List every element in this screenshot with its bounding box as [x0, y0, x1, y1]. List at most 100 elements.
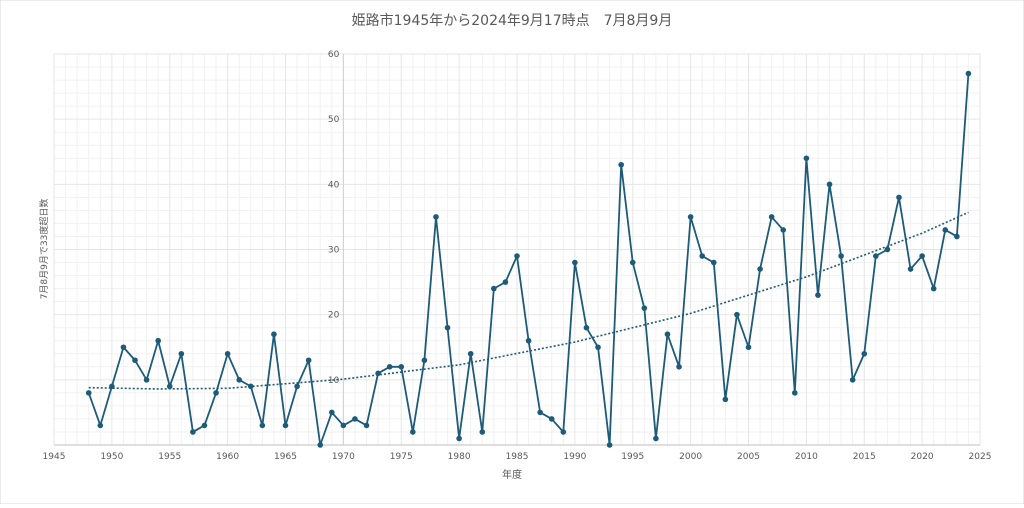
data-point [595, 344, 601, 351]
data-point [271, 331, 277, 338]
data-point [224, 350, 231, 357]
data-point [421, 357, 428, 364]
x-tick-label: 2005 [737, 452, 760, 462]
x-tick-label: 1995 [621, 452, 644, 462]
data-point [664, 331, 671, 338]
data-point [780, 227, 787, 233]
data-point [213, 390, 219, 396]
data-point [803, 155, 810, 162]
y-tick-label: 30 [328, 246, 340, 256]
data-point [583, 324, 590, 331]
data-point [201, 422, 208, 429]
x-tick-label: 2025 [969, 452, 992, 462]
y-tick-label: 40 [328, 180, 340, 190]
x-axis-label: 年度 [502, 468, 522, 481]
y-tick-label: 60 [328, 50, 340, 60]
data-point [491, 285, 497, 292]
data-point [745, 344, 752, 351]
data-point [792, 390, 798, 396]
data-point [317, 442, 324, 448]
data-point [132, 357, 138, 364]
x-tick-label: 1975 [390, 452, 413, 462]
data-point [85, 390, 92, 396]
data-point [768, 214, 775, 220]
data-point [259, 422, 266, 429]
data-point [560, 429, 567, 435]
data-point [815, 292, 821, 298]
data-point [398, 364, 405, 370]
data-point [722, 396, 729, 403]
x-tick-label: 2020 [911, 452, 934, 462]
data-point [699, 253, 705, 259]
data-point [166, 383, 173, 390]
data-point [155, 337, 161, 344]
data-point [676, 364, 682, 370]
trendline-layer [88, 211, 969, 390]
x-tick-label: 1965 [274, 452, 297, 462]
data-point [930, 285, 937, 292]
data-point [629, 259, 636, 266]
data-point [282, 422, 289, 429]
data-point [826, 181, 833, 188]
data-point [849, 377, 856, 383]
data-point [954, 233, 960, 240]
x-tick-label: 1980 [448, 452, 471, 462]
data-point [965, 70, 972, 77]
data-point [873, 253, 879, 259]
data-point [143, 377, 150, 383]
data-point [919, 253, 925, 259]
y-tick-label: 10 [328, 376, 340, 386]
data-point [896, 194, 902, 201]
data-point [537, 409, 543, 416]
data-point [942, 227, 949, 233]
data-point [502, 279, 509, 285]
data-point [444, 324, 451, 331]
x-tick-label: 1970 [332, 452, 355, 462]
data-point [410, 429, 416, 435]
data-point [548, 416, 555, 422]
x-tick-label: 2015 [853, 452, 876, 462]
data-point [525, 337, 532, 344]
data-point [606, 442, 613, 448]
data-point [329, 409, 335, 416]
data-point [884, 246, 891, 253]
data-point [907, 266, 914, 272]
data-point [247, 383, 254, 390]
data-point [340, 422, 347, 429]
chart-title: 姫路市1945年から2024年9月17時点 7月8月9月 [352, 12, 673, 29]
data-point [433, 214, 439, 220]
data-point [653, 435, 659, 442]
x-tick-label: 1950 [100, 452, 123, 462]
x-tick-label: 2000 [679, 452, 702, 462]
y-axis-label: 7月8月9月で33度超日数 [38, 199, 50, 300]
data-point [687, 214, 694, 220]
x-tick-label: 1985 [506, 452, 529, 462]
axis-layer: 1945 1950 1955 1960 1965 1970 1975 1980 1985 1990… [43, 50, 992, 462]
x-tick-label: 1960 [216, 452, 239, 462]
data-point [572, 259, 578, 266]
x-tick-label: 2010 [795, 452, 818, 462]
y-tick-label: 50 [328, 115, 340, 125]
data-point [352, 416, 358, 422]
data-point [467, 350, 474, 357]
grid-layer [53, 53, 981, 445]
x-tick-label: 1990 [563, 452, 586, 462]
data-point [757, 266, 763, 272]
x-tick-label: 1945 [43, 452, 66, 462]
data-point [109, 383, 115, 390]
data-point [375, 370, 381, 377]
data-point [456, 435, 462, 442]
data-point [861, 350, 868, 357]
y-tick-label: 20 [328, 311, 340, 321]
data-point [641, 305, 648, 311]
data-point [838, 253, 844, 259]
series-layer [85, 70, 972, 448]
data-point [618, 161, 624, 168]
data-point [734, 311, 740, 318]
data-point [294, 383, 300, 390]
data-point [97, 422, 104, 429]
data-point [190, 429, 196, 435]
